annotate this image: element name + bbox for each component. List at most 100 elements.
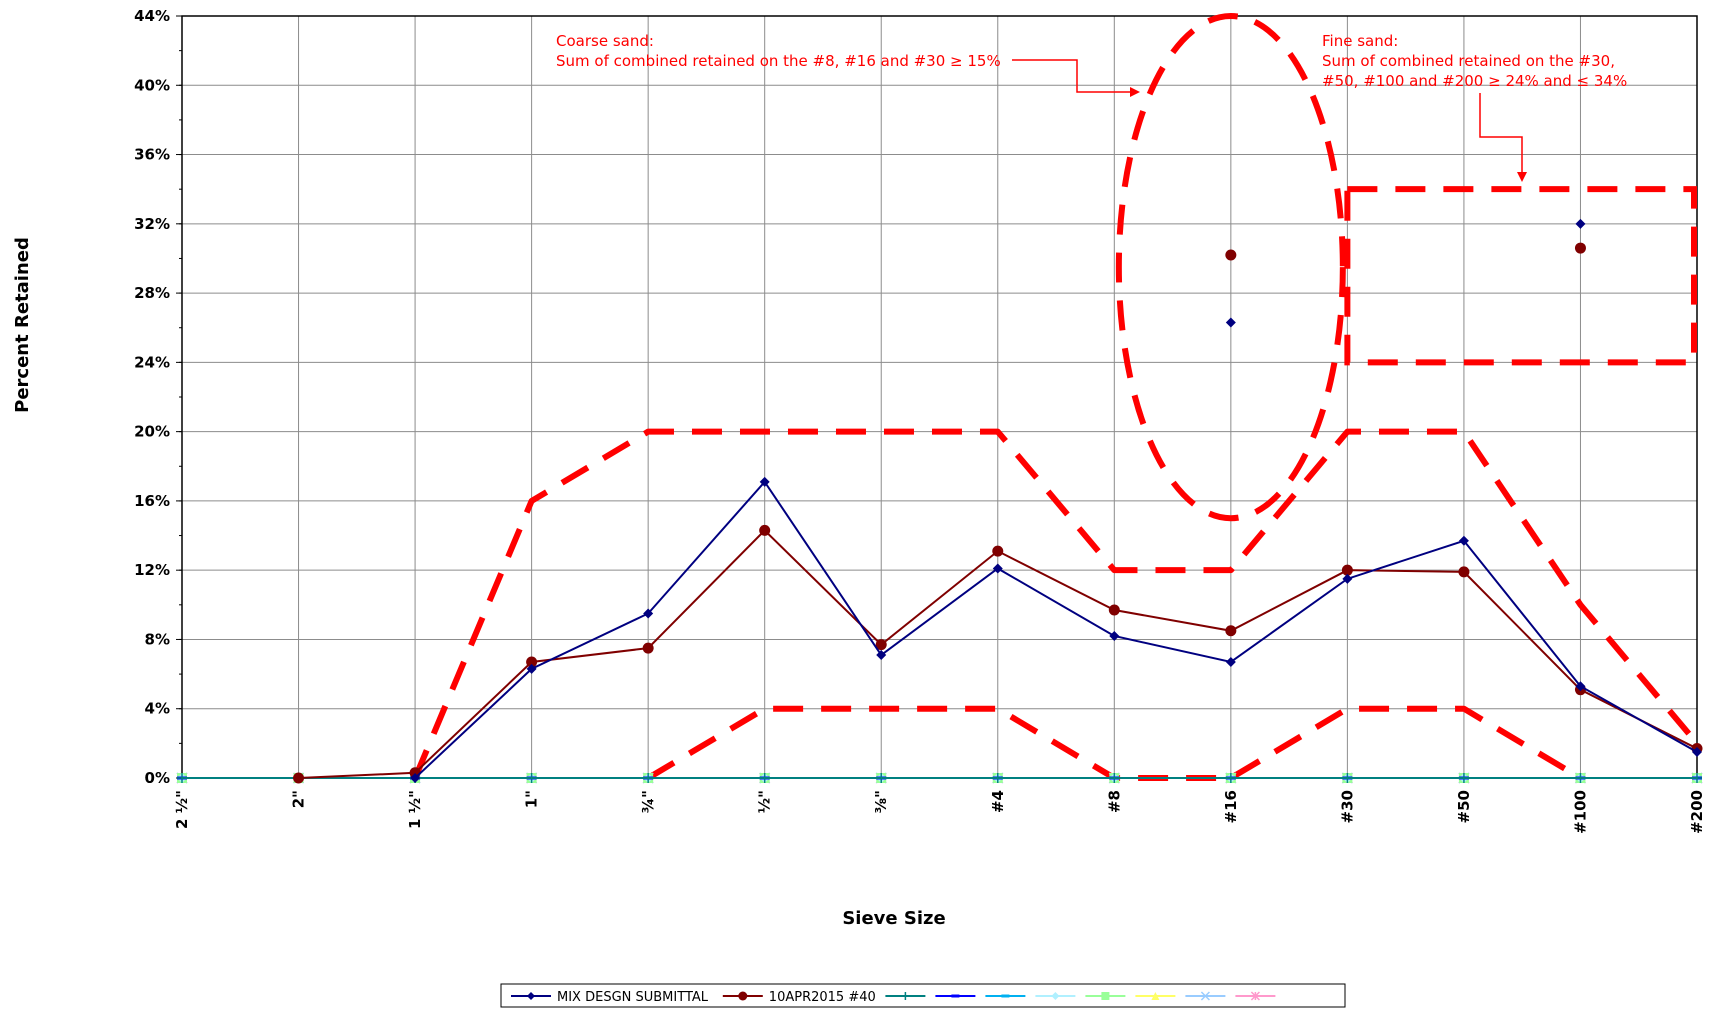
data-point <box>1109 630 1120 641</box>
annotation-arrowhead <box>1130 87 1140 97</box>
x-tick-label: ¾" <box>639 790 657 813</box>
legend-swatch-marker <box>738 991 748 1001</box>
x-tick-label: #30 <box>1338 790 1356 823</box>
data-point <box>992 563 1003 574</box>
x-tick-label: ½" <box>756 790 774 813</box>
legend-swatch-marker <box>1101 992 1110 1000</box>
x-tick-label: #100 <box>1571 790 1589 834</box>
data-point <box>992 545 1004 557</box>
x-tick-label: 1" <box>523 790 541 808</box>
x-tick-label: #50 <box>1455 790 1473 823</box>
x-tick-label: #16 <box>1222 790 1240 823</box>
y-tick-label: 40% <box>134 76 170 94</box>
data-point <box>1342 573 1353 584</box>
x-axis-title: Sieve Size <box>842 908 945 929</box>
data-point <box>1109 773 1120 783</box>
series <box>176 218 1703 784</box>
legend-item <box>935 994 976 998</box>
x-axis-ticks: 2 ½" 2" 1 ½" 1" ¾" ½" ⅜" #4 #8 #16 #30 #50 #100 #200 <box>173 790 1706 834</box>
series-line <box>414 480 1698 779</box>
legend-swatch-marker <box>1151 992 1160 1000</box>
data-point <box>876 773 887 783</box>
data-point <box>642 642 654 654</box>
legend-item <box>1235 991 1276 1001</box>
legend-label: MIX DESGN SUBMITTAL <box>557 990 709 1005</box>
legend-item: MIX DESGN SUBMITTAL <box>511 990 709 1005</box>
data-point <box>1692 747 1702 758</box>
legend-label: 10APR2015 #40 <box>769 990 876 1005</box>
data-point <box>1225 773 1236 783</box>
annotation-fine-sand: Fine sand: Sum of combined retained on th… <box>1322 32 1627 90</box>
marker-stroke <box>1200 991 1210 1001</box>
series-2 <box>177 773 1702 783</box>
y-axis-ticks: 0% 4% 8% 12% 16% 20% 24% 28% 32% 36% 40% 44% <box>134 7 170 787</box>
y-tick-label: 24% <box>134 353 170 371</box>
y-tick-label: 28% <box>134 284 170 302</box>
legend-item: 10APR2015 #40 <box>722 990 876 1005</box>
legend-swatch-marker <box>1200 991 1210 1001</box>
data-point <box>293 772 305 784</box>
legend-swatch-marker <box>1001 994 1010 998</box>
data-point <box>526 656 538 668</box>
annotation-line: Sum of combined retained on the #30, <box>1322 52 1615 70</box>
data-point <box>1225 249 1237 261</box>
annotation-arrowhead <box>1517 172 1527 182</box>
data-point <box>410 773 421 783</box>
y-tick-label: 32% <box>134 215 170 233</box>
legend-swatch-marker <box>901 992 910 1000</box>
data-point <box>526 773 537 783</box>
data-point <box>1225 317 1236 328</box>
plot-border <box>181 15 1698 779</box>
data-point <box>759 476 770 487</box>
data-point <box>1574 242 1586 254</box>
data-point <box>177 773 187 783</box>
annotation-line: Fine sand: <box>1322 32 1398 50</box>
annotation-line: Coarse sand: <box>556 32 654 50</box>
data-point <box>759 773 770 783</box>
specification-limits <box>412 428 1700 781</box>
legend-item <box>1185 991 1226 1001</box>
data-point <box>876 650 887 661</box>
data-point <box>1575 773 1586 783</box>
y-axis-title: Percent Retained <box>12 237 33 413</box>
highlight-regions <box>1115 13 1698 522</box>
data-point <box>1575 218 1586 229</box>
legend: MIX DESGN SUBMITTAL 10APR2015 #40 <box>500 983 1346 1008</box>
legend-swatch-marker <box>527 992 535 1000</box>
x-tick-label: #200 <box>1688 790 1706 834</box>
x-tick-label: 1 ½" <box>406 790 424 829</box>
data-point <box>1458 773 1469 783</box>
legend-item <box>1135 992 1176 1000</box>
data-point <box>759 524 771 536</box>
y-tick-label: 44% <box>134 7 170 25</box>
legend-item <box>1035 992 1076 1000</box>
y-tick-label: 8% <box>145 630 170 648</box>
annotation-line: Sum of combined retained on the #8, #16 … <box>556 52 1001 70</box>
x-tick-label: 2" <box>290 790 308 808</box>
grid <box>176 15 1698 779</box>
y-tick-label: 20% <box>134 423 170 441</box>
y-tick-label: 36% <box>134 146 170 164</box>
legend-item <box>885 992 926 1000</box>
upper-limit-line <box>412 428 1700 780</box>
data-point <box>1225 625 1237 637</box>
annotation-line: #50, #100 and #200 ≥ 24% and ≤ 34% <box>1322 72 1627 90</box>
y-tick-label: 0% <box>145 769 170 787</box>
data-point <box>1458 535 1469 546</box>
data-point <box>526 663 537 674</box>
y-tick-label: 4% <box>145 700 170 718</box>
data-point <box>1575 681 1586 692</box>
data-point <box>1108 604 1120 616</box>
y-tick-label: 12% <box>134 561 170 579</box>
data-point <box>875 639 887 651</box>
data-point <box>643 608 654 619</box>
annotation-arrow-line <box>1012 59 1132 93</box>
legend-swatch-marker <box>1250 991 1260 1001</box>
data-point <box>1692 773 1702 783</box>
data-point <box>1225 656 1236 667</box>
annotation-arrow-line <box>1479 93 1523 174</box>
legend-swatch-marker <box>1051 992 1060 1000</box>
x-tick-label: 2 ½" <box>173 790 191 829</box>
series-mix-desgn-submittal <box>410 218 1702 783</box>
